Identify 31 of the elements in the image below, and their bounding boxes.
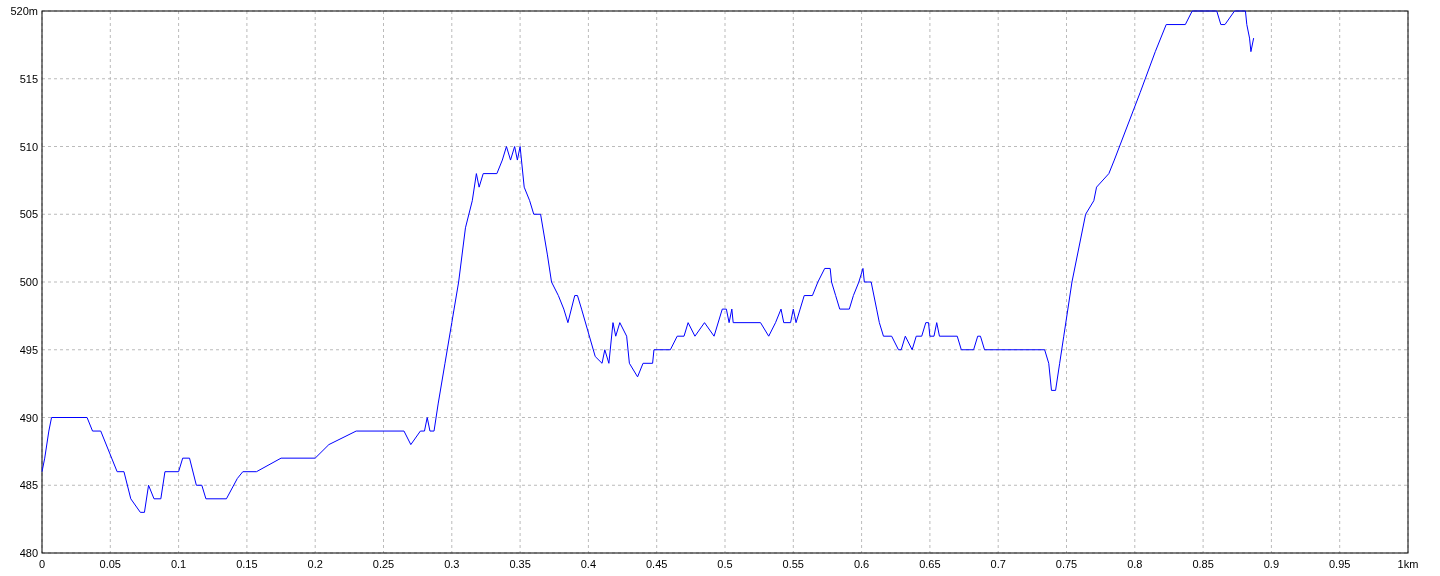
x-tick-label: 0.65 [919,558,941,570]
y-tick-label: 520m [10,5,38,17]
y-tick-label: 500 [19,276,38,288]
x-tick-label: 0.8 [1127,558,1143,570]
x-tick-label: 1km [1397,558,1419,570]
y-tick-label: 490 [19,411,38,424]
x-tick-label: 0 [38,558,46,570]
x-tick-label: 0.05 [99,558,122,570]
x-tick-label: 0.1 [170,558,187,570]
x-tick-label: 0.45 [645,558,668,570]
y-tick-label: 515 [19,72,38,85]
x-tick-label: 0.25 [372,558,395,570]
x-tick-label: 0.35 [509,558,531,570]
x-tick-label: 0.7 [990,558,1006,570]
y-tick-label: 485 [19,479,38,492]
x-tick-label: 0.55 [782,558,805,570]
x-tick-label: 0.4 [580,558,597,570]
x-tick-label: 0.15 [236,558,258,570]
x-tick-label: 0.75 [1055,558,1078,570]
x-tick-label: 0.3 [444,558,460,570]
y-tick-label: 505 [19,208,38,221]
x-tick-label: 0.95 [1328,558,1351,570]
x-tick-label: 0.85 [1192,558,1214,570]
x-tick-label: 0.6 [853,558,870,570]
line-series [41,10,1255,513]
y-tick-label: 510 [19,140,38,153]
y-tick-label: 480 [19,547,38,559]
x-tick-label: 0.2 [307,558,323,570]
x-tick-label: 0.5 [717,558,733,570]
x-tick-label: 0.9 [1263,558,1280,570]
y-tick-label: 495 [19,343,38,356]
